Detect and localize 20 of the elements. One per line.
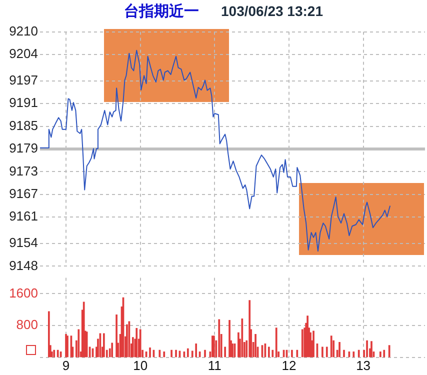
y-tick-label: 800 bbox=[16, 317, 38, 332]
y-tick-label: 9173 bbox=[9, 163, 38, 178]
y-tick-label: 9210 bbox=[9, 23, 38, 38]
y-tick-label: 9179 bbox=[9, 140, 38, 156]
chart-subtitle: 103/06/23 13:21 bbox=[221, 2, 323, 21]
x-tick-label: 10 bbox=[133, 358, 148, 373]
y-tick-label: 9161 bbox=[9, 208, 38, 224]
y-tick-label: 9185 bbox=[9, 118, 38, 133]
y-tick-label: 9167 bbox=[9, 186, 38, 201]
y-tick-label: 9204 bbox=[9, 46, 38, 62]
x-tick-label: 9 bbox=[62, 358, 70, 373]
chart-title: 台指期近一 bbox=[124, 2, 199, 21]
x-tick-label: 13 bbox=[356, 358, 371, 373]
y-tick-label: 9148 bbox=[9, 258, 38, 273]
x-tick-label: 12 bbox=[282, 358, 296, 373]
y-tick-label: 9154 bbox=[9, 235, 38, 250]
y-tick-label: 1600 bbox=[9, 285, 38, 300]
y-tick-label: 9191 bbox=[9, 95, 38, 110]
y-tick-label: 9197 bbox=[9, 72, 38, 88]
x-tick-label: 11 bbox=[208, 358, 222, 373]
